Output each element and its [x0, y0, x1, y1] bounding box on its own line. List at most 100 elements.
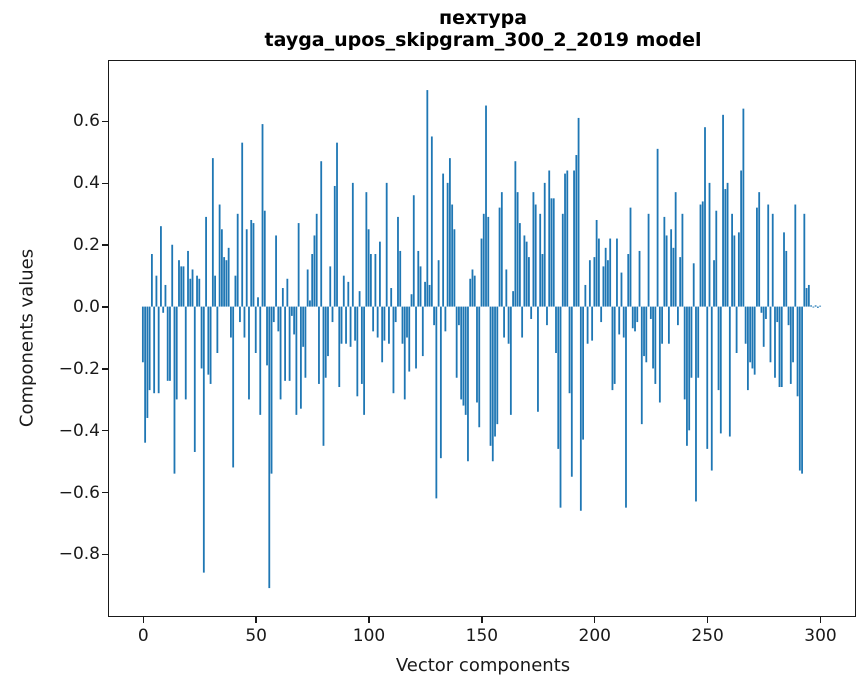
bar	[546, 306, 548, 326]
bar	[731, 213, 733, 307]
bar	[184, 306, 187, 400]
bar	[329, 266, 332, 307]
bar	[360, 306, 363, 384]
bar	[591, 306, 594, 341]
bar	[507, 306, 510, 344]
bar	[254, 306, 257, 353]
bar	[381, 306, 384, 363]
x-tick-label: 0	[137, 626, 149, 646]
bar	[758, 192, 761, 307]
bar	[525, 241, 528, 307]
bar	[683, 306, 686, 400]
bar	[537, 306, 539, 412]
bar	[814, 305, 817, 307]
bar	[234, 275, 237, 307]
bar	[670, 229, 673, 307]
bar	[787, 306, 790, 326]
bar	[613, 306, 616, 384]
bar	[259, 306, 262, 415]
bar	[198, 278, 201, 307]
bar	[514, 161, 517, 307]
bar	[363, 306, 366, 415]
bar	[236, 213, 239, 307]
bar	[749, 306, 752, 363]
x-axis-label: Vector components	[395, 655, 571, 676]
bar	[211, 158, 214, 307]
bar	[385, 182, 388, 307]
bar	[728, 306, 731, 437]
bar	[649, 306, 652, 319]
y-tick-mark	[102, 182, 108, 184]
bar	[284, 306, 286, 381]
bar	[290, 306, 293, 316]
bar	[304, 306, 307, 378]
y-axis-label: Components values	[16, 248, 38, 428]
bar	[629, 207, 632, 307]
bar	[478, 306, 481, 428]
x-tick-label: 300	[804, 626, 837, 646]
bar	[604, 247, 607, 307]
bar	[257, 297, 259, 307]
bar	[674, 192, 677, 307]
bar	[767, 204, 770, 307]
bar	[439, 306, 442, 459]
bar	[640, 306, 643, 425]
bar	[541, 254, 544, 307]
bar	[340, 306, 343, 344]
bar	[453, 229, 456, 307]
bar	[428, 284, 431, 307]
bar	[528, 257, 530, 307]
bar	[539, 213, 542, 307]
bar	[155, 275, 158, 307]
bar	[191, 269, 194, 307]
bar	[437, 260, 440, 307]
bar	[173, 306, 176, 474]
bar	[408, 306, 411, 372]
plot-border	[108, 60, 856, 617]
x-tick-label: 250	[691, 626, 724, 646]
chart-subtitle: tayga_upos_skipgram_300_2_2019 model	[264, 29, 702, 51]
bar	[584, 284, 587, 307]
bar	[774, 306, 776, 378]
bar	[164, 284, 167, 307]
bar	[798, 306, 801, 471]
bar	[286, 278, 289, 307]
bar	[573, 170, 575, 307]
bar	[392, 306, 395, 394]
bar	[570, 306, 573, 477]
x-tick-mark	[255, 617, 257, 623]
bar	[516, 192, 519, 307]
bar	[397, 216, 399, 307]
bar	[611, 306, 614, 391]
bar	[737, 232, 740, 307]
bar	[622, 306, 625, 338]
bar	[426, 90, 429, 307]
y-tick-mark	[102, 430, 108, 432]
bar	[751, 306, 754, 369]
y-tick-label: 0.4	[72, 173, 100, 194]
bar	[293, 306, 296, 335]
x-tick-mark	[368, 617, 370, 623]
bar	[812, 306, 815, 308]
bar	[706, 306, 709, 449]
bar	[473, 275, 476, 307]
x-tick-label: 100	[352, 626, 386, 646]
bar	[505, 269, 508, 307]
y-tick-mark	[102, 491, 108, 494]
bar	[178, 260, 180, 307]
bar	[588, 260, 591, 307]
bar	[616, 238, 618, 307]
bar	[261, 124, 264, 307]
y-tick-mark	[102, 120, 108, 123]
bar	[349, 306, 352, 347]
bar	[424, 281, 426, 307]
bar	[169, 306, 171, 381]
bar	[232, 306, 235, 468]
bar	[534, 204, 537, 307]
bar	[227, 247, 230, 307]
bar	[200, 306, 203, 369]
bar	[586, 306, 589, 344]
bar	[451, 204, 454, 307]
bar	[746, 306, 749, 391]
bar	[792, 306, 794, 363]
